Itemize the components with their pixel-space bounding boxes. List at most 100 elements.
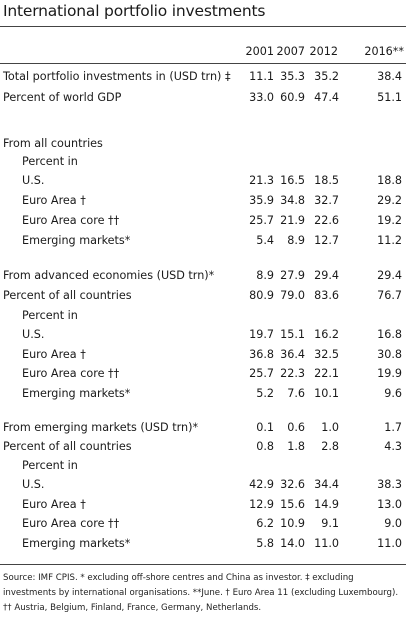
table-cell: 47.4 (314, 91, 339, 104)
table-cell: 7.6 (287, 387, 305, 400)
table-row: Euro Area † 36.8 36.4 32.5 30.8 (0, 346, 406, 364)
table-cell: 4.3 (384, 440, 402, 453)
table-cell: 12.9 (249, 498, 274, 511)
table-cell: 10.1 (314, 387, 339, 400)
row-label: U.S. (22, 174, 45, 187)
table-cell: 35.2 (314, 70, 339, 83)
table-cell: 0.6 (287, 421, 305, 434)
column-header: 2016** (364, 45, 404, 58)
row-label: Euro Area core †† (22, 367, 120, 380)
table-row: Euro Area core †† 25.7 22.3 22.1 19.9 (0, 365, 406, 383)
row-label: Emerging markets* (22, 537, 131, 550)
table-cell: 29.2 (377, 194, 402, 207)
column-header: 2001 (245, 45, 274, 58)
table-cell: 14.0 (280, 537, 305, 550)
table-cell: 5.4 (256, 234, 274, 247)
row-label: Euro Area † (22, 498, 86, 511)
table-cell: 29.4 (377, 269, 402, 282)
table-row: Percent in (0, 153, 406, 171)
row-label: Total portfolio investments in (USD trn)… (3, 70, 231, 83)
table-cell: 30.8 (377, 348, 402, 361)
table-cell: 8.9 (287, 234, 305, 247)
row-label: Percent of all countries (3, 289, 132, 302)
row-label: Percent of world GDP (3, 91, 122, 104)
table-cell: 19.2 (377, 214, 402, 227)
row-label: From emerging markets (USD trn)* (3, 421, 199, 434)
table-cell: 15.6 (280, 498, 305, 511)
table-cell: 80.9 (249, 289, 274, 302)
column-header: 2012 (309, 45, 338, 58)
table-cell: 29.4 (314, 269, 339, 282)
table-cell: 34.4 (314, 478, 339, 491)
table-row: Percent of all countries 0.8 1.8 2.8 4.3 (0, 438, 406, 456)
table-cell: 38.4 (377, 70, 402, 83)
table-cell: 79.0 (280, 289, 305, 302)
row-label: Euro Area core †† (22, 214, 120, 227)
top-rule (0, 26, 406, 27)
table-cell: 16.8 (377, 328, 402, 341)
table-cell: 11.2 (377, 234, 402, 247)
table-row: U.S. 19.7 15.1 16.2 16.8 (0, 326, 406, 344)
table-cell: 18.5 (314, 174, 339, 187)
table-cell: 32.5 (314, 348, 339, 361)
row-label: Emerging markets* (22, 234, 131, 247)
table-cell: 0.1 (256, 421, 274, 434)
table-row: Euro Area † 12.9 15.6 14.9 13.0 (0, 496, 406, 514)
table-row: Percent in (0, 457, 406, 475)
table-row: Percent of all countries 80.9 79.0 83.6 76.7 (0, 287, 406, 305)
row-label: Emerging markets* (22, 387, 131, 400)
table-cell: 18.8 (377, 174, 402, 187)
header-rule (0, 63, 406, 64)
row-label: Euro Area core †† (22, 517, 120, 530)
table-cell: 1.0 (321, 421, 339, 434)
table-cell: 1.7 (384, 421, 402, 434)
table-cell: 12.7 (314, 234, 339, 247)
row-label: Percent in (22, 459, 78, 472)
table-cell: 15.1 (280, 328, 305, 341)
table-row: Euro Area † 35.9 34.8 32.7 29.2 (0, 192, 406, 210)
table-row: From emerging markets (USD trn)* 0.1 0.6 1.… (0, 419, 406, 437)
row-label: Percent in (22, 155, 78, 168)
column-header: 2007 (276, 45, 305, 58)
table-cell: 9.1 (321, 517, 339, 530)
table-cell: 32.6 (280, 478, 305, 491)
table-cell: 34.8 (280, 194, 305, 207)
row-label: Percent of all countries (3, 440, 132, 453)
table-cell: 11.1 (249, 70, 274, 83)
table-cell: 11.0 (377, 537, 402, 550)
table-cell: 2.8 (321, 440, 339, 453)
table-cell: 25.7 (249, 214, 274, 227)
source-footnote: Source: IMF CPIS. * excluding off-shore … (3, 573, 399, 613)
row-label: From advanced economies (USD trn)* (3, 269, 215, 282)
table-cell: 6.2 (256, 517, 274, 530)
table-row: From advanced economies (USD trn)* 8.9 27.… (0, 267, 406, 285)
table-cell: 27.9 (280, 269, 305, 282)
table-cell: 5.2 (256, 387, 274, 400)
table-cell: 9.0 (384, 517, 402, 530)
table-cell: 32.7 (314, 194, 339, 207)
table-cell: 16.2 (314, 328, 339, 341)
table-cell: 1.8 (287, 440, 305, 453)
table-cell: 25.7 (249, 367, 274, 380)
table-cell: 22.3 (280, 367, 305, 380)
table-cell: 83.6 (314, 289, 339, 302)
table-cell: 33.0 (249, 91, 274, 104)
table-cell: 19.9 (377, 367, 402, 380)
table-cell: 13.0 (377, 498, 402, 511)
table-cell: 35.9 (249, 194, 274, 207)
table-cell: 21.9 (280, 214, 305, 227)
table-cell: 35.3 (280, 70, 305, 83)
table-cell: 36.4 (280, 348, 305, 361)
table-row: Percent in (0, 307, 406, 325)
table-cell: 42.9 (249, 478, 274, 491)
table-row: Total portfolio investments in (USD trn)… (0, 68, 406, 86)
table-row: Percent of world GDP 33.0 60.9 47.4 51.1 (0, 89, 406, 107)
table-cell: 21.3 (249, 174, 274, 187)
table-row: From all countries (0, 135, 406, 153)
row-label: U.S. (22, 478, 45, 491)
table-cell: 36.8 (249, 348, 274, 361)
table-cell: 0.8 (256, 440, 274, 453)
table-cell: 14.9 (314, 498, 339, 511)
table-cell: 19.7 (249, 328, 274, 341)
table-cell: 10.9 (280, 517, 305, 530)
